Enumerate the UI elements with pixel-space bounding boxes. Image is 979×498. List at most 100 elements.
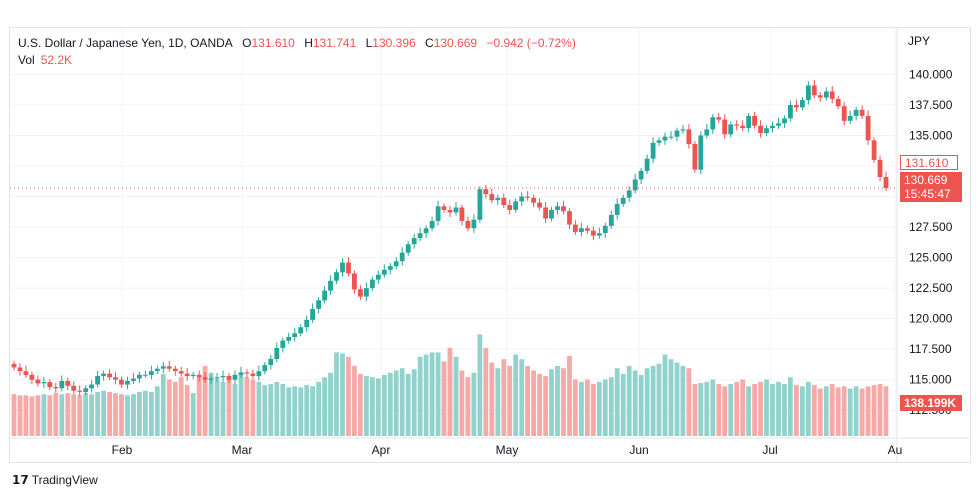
candle-body <box>244 372 250 374</box>
candle-body <box>871 140 877 160</box>
candle-body <box>698 135 704 170</box>
volume-bar <box>680 365 686 436</box>
candle-body <box>776 123 781 126</box>
volume-bar <box>381 375 387 436</box>
y-tick-label: 127.500 <box>909 220 953 234</box>
candle-body <box>370 279 375 289</box>
candle-body <box>441 206 447 210</box>
volume-bar <box>220 381 226 436</box>
symbol-title: U.S. Dollar / Japanese Yen, 1D, OANDA <box>18 36 233 50</box>
volume-bar <box>734 381 740 436</box>
candle-body <box>346 262 351 274</box>
candle-body <box>238 372 244 375</box>
volume-bar <box>531 370 536 436</box>
volume-bar <box>184 385 190 436</box>
volume-bar <box>465 377 471 436</box>
candle-body <box>113 377 118 380</box>
candle-body <box>256 371 262 377</box>
candle-body <box>286 337 292 341</box>
candle-body <box>178 371 184 374</box>
volume-bar <box>710 379 716 436</box>
candle-body <box>125 380 130 385</box>
volume-bar <box>847 388 853 436</box>
volume-bar <box>17 395 23 436</box>
volume-bar <box>41 394 47 436</box>
candle-body <box>101 373 106 376</box>
candle-body <box>208 378 214 380</box>
volume-legend: Vol 52.2K <box>18 53 72 67</box>
volume-bar <box>71 394 77 436</box>
volume-bar <box>423 354 429 436</box>
candle-body <box>847 115 853 121</box>
candle-body <box>883 177 889 188</box>
candle-body <box>352 273 357 290</box>
volume-bar <box>286 387 292 436</box>
candle-body <box>841 106 847 121</box>
candle-body <box>387 266 393 270</box>
price-chart[interactable]: 112.500115.000117.500120.000122.500125.0… <box>10 28 970 462</box>
candle-body <box>650 142 656 159</box>
volume-bar <box>107 391 112 436</box>
candle-body <box>35 379 41 384</box>
candle-body <box>107 373 112 378</box>
volume-bar <box>519 359 525 436</box>
volume-bar <box>322 377 327 436</box>
volume-bar <box>764 379 769 436</box>
candle-body <box>686 129 692 145</box>
volume-bar <box>537 373 542 436</box>
high-value: 131.741 <box>312 36 357 50</box>
volume-bar <box>829 384 835 436</box>
candle-body <box>877 159 883 177</box>
volume-bar <box>662 354 668 436</box>
volume-bar <box>262 385 268 436</box>
y-tick-label: 140.000 <box>909 67 953 81</box>
candle-body <box>590 230 596 236</box>
close-value: 130.669 <box>433 36 478 50</box>
volume-bar <box>411 369 417 436</box>
candle-body <box>853 109 859 116</box>
y-tick-label: 137.500 <box>909 98 953 112</box>
volume-bar <box>149 391 154 436</box>
candle-body <box>184 373 190 376</box>
volume-bar <box>238 372 244 436</box>
last-price-tag: 130.669 15:45:47 <box>900 172 962 202</box>
volume-bar <box>65 393 71 436</box>
volume-bar <box>525 365 530 436</box>
currency-label: JPY <box>908 34 931 48</box>
volume-bar <box>196 377 202 436</box>
candle-body <box>220 376 226 378</box>
candle-body <box>89 384 94 389</box>
volume-bar <box>555 365 560 436</box>
tradingview-logo-icon: 𝟭𝟳 <box>12 473 29 487</box>
volume-bar <box>585 379 590 436</box>
volume-bar <box>435 352 441 436</box>
candle-body <box>477 189 483 220</box>
candle-body <box>674 130 680 137</box>
candle-body <box>764 128 769 134</box>
volume-bar <box>160 373 166 436</box>
volume-bar <box>590 384 596 436</box>
volume-bar <box>35 395 41 436</box>
candle-body <box>298 327 304 334</box>
candle-body <box>423 228 429 234</box>
candle-body <box>11 363 17 368</box>
volume-bar <box>178 377 184 436</box>
volume-bar <box>250 379 256 436</box>
candle-body <box>190 374 196 376</box>
volume-bar <box>806 381 811 436</box>
volume-bar <box>244 377 250 436</box>
candle-body <box>692 144 698 170</box>
volume-bar <box>758 381 763 436</box>
candle-body <box>160 366 166 369</box>
volume-bar <box>543 376 548 436</box>
candle-body <box>728 124 734 135</box>
volume-bar <box>495 368 501 436</box>
candle-body <box>722 119 728 135</box>
tradingview-brand[interactable]: 𝟭𝟳 TradingView <box>12 473 98 487</box>
volume-bar <box>817 388 823 436</box>
candle-body <box>746 115 751 129</box>
volume-bar <box>794 385 799 436</box>
volume-bar <box>101 390 106 436</box>
candle-body <box>579 228 584 232</box>
volume-bar <box>656 363 662 436</box>
